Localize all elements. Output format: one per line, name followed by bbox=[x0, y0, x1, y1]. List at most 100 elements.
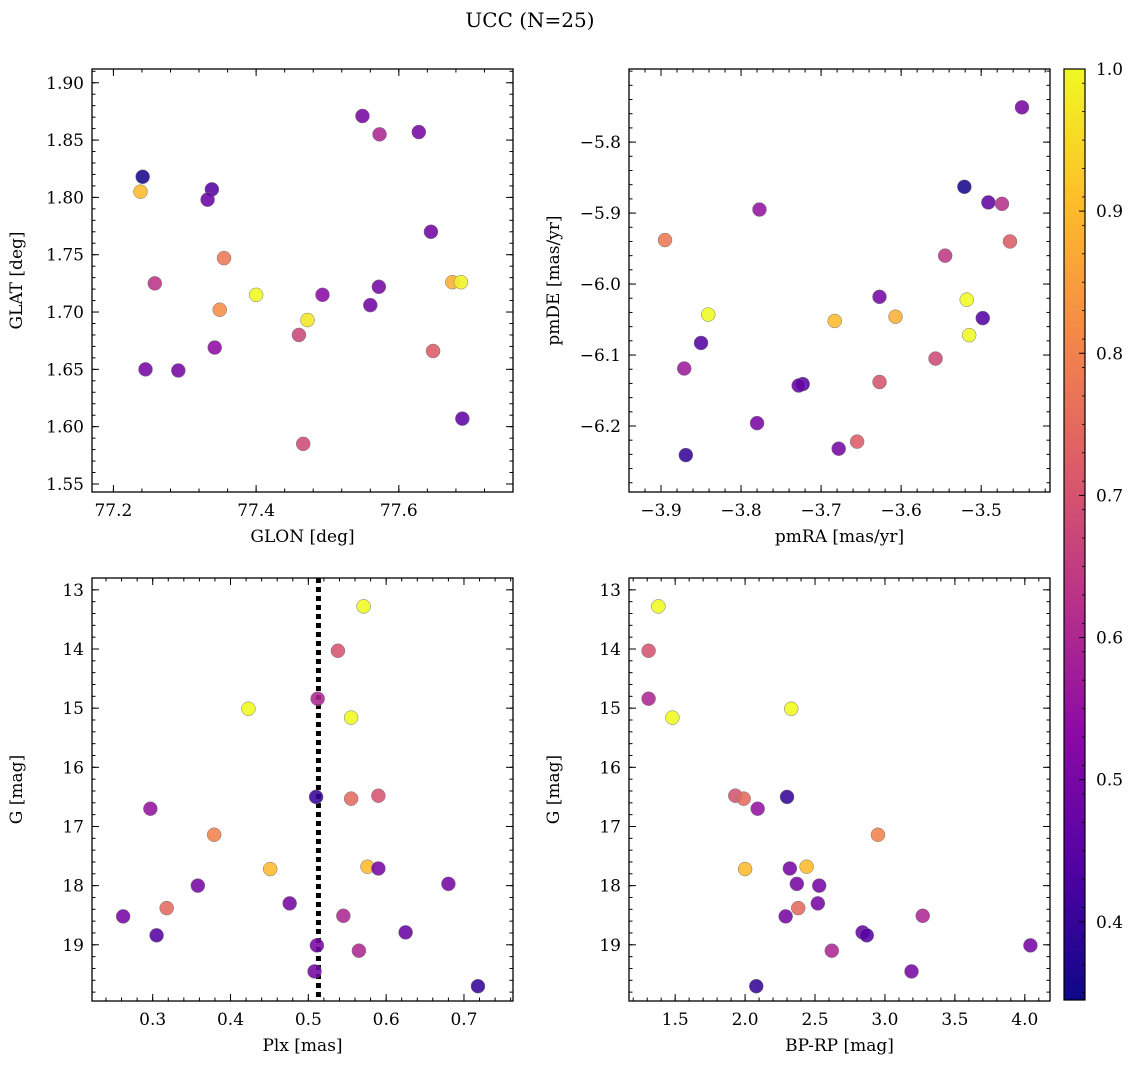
scatter-point bbox=[138, 362, 153, 377]
colorbar-tick-label: 0.8 bbox=[1096, 344, 1123, 364]
scatter-point bbox=[799, 859, 814, 874]
figure-title: UCC (N=25) bbox=[465, 8, 594, 32]
y-tick-label: −6.0 bbox=[580, 275, 621, 295]
y-tick-label: 17 bbox=[599, 817, 621, 837]
y-tick-label: 18 bbox=[62, 877, 84, 897]
scatter-point bbox=[849, 434, 865, 449]
scatter-points bbox=[115, 599, 486, 994]
y-tick-label: 1.65 bbox=[46, 360, 84, 380]
y-axis-label: G [mag] bbox=[7, 755, 27, 824]
ticks bbox=[629, 578, 1050, 1001]
y-tick-label: 1.90 bbox=[46, 74, 84, 94]
y-tick-label: 13 bbox=[62, 581, 84, 601]
x-tick-label: 77.6 bbox=[380, 501, 418, 521]
scatter-point bbox=[149, 928, 164, 943]
ticks bbox=[92, 69, 513, 492]
y-tick-label: 18 bbox=[599, 877, 621, 897]
colorbar-tick-label: 1.0 bbox=[1096, 60, 1123, 80]
y-tick-label: 17 bbox=[62, 817, 84, 837]
scatter-point bbox=[789, 876, 805, 892]
colorbar-tick-label: 0.9 bbox=[1096, 202, 1123, 222]
scatter-point bbox=[143, 801, 158, 816]
scatter-point bbox=[824, 943, 840, 958]
x-axis-label: BP-RP [mag] bbox=[785, 1036, 894, 1056]
x-tick-label: −3.7 bbox=[800, 501, 841, 521]
y-tick-label: 1.80 bbox=[46, 188, 84, 208]
x-tick-label: −3.9 bbox=[640, 501, 681, 521]
scatter-point bbox=[371, 788, 386, 803]
scatter-point bbox=[371, 279, 387, 295]
scatter-point bbox=[398, 925, 413, 940]
panel-bprp-g: 1.5 2.0 2.5 3.0 3.5 4.0 13 14 15 16 17 18 19 BP-RP [m… bbox=[544, 577, 1051, 1056]
scatter-point bbox=[994, 196, 1010, 212]
scatter-point bbox=[307, 964, 322, 979]
scatter-point bbox=[207, 340, 222, 355]
scatter-point bbox=[330, 643, 346, 659]
scatter-point bbox=[425, 343, 441, 359]
scatter-point bbox=[827, 313, 842, 329]
y-tick-label: 15 bbox=[599, 699, 621, 719]
scatter-point bbox=[355, 108, 370, 124]
colorbar-tick-label: 0.7 bbox=[1096, 486, 1123, 506]
scatter-point bbox=[135, 169, 150, 185]
x-tick-label: 0.5 bbox=[295, 1010, 322, 1030]
scatter-point bbox=[470, 978, 486, 994]
scatter-point bbox=[783, 701, 799, 716]
scatter-point bbox=[343, 791, 359, 806]
x-tick-label: 2.0 bbox=[732, 1010, 759, 1030]
y-tick-label: 19 bbox=[62, 936, 84, 956]
scatter-point bbox=[423, 224, 439, 240]
y-tick-label: 15 bbox=[62, 699, 84, 719]
scatter-point bbox=[811, 878, 827, 893]
scatter-point bbox=[171, 363, 186, 378]
scatter-point bbox=[455, 411, 470, 426]
x-tick-label: 3.0 bbox=[871, 1010, 898, 1030]
scatter-point bbox=[147, 276, 163, 291]
scatter-point bbox=[1002, 234, 1018, 249]
scatter-point bbox=[888, 309, 903, 324]
scatter-point bbox=[315, 287, 330, 303]
scatter-point bbox=[212, 302, 227, 317]
scatter-point bbox=[736, 791, 751, 806]
scatter-point bbox=[752, 202, 767, 217]
y-tick-label: −5.9 bbox=[580, 204, 621, 224]
scatter-point bbox=[937, 248, 953, 263]
x-tick-label: 0.4 bbox=[217, 1010, 244, 1030]
axes-frame bbox=[628, 577, 1051, 1002]
scatter-point bbox=[928, 351, 943, 366]
axes-frame bbox=[91, 577, 514, 1002]
y-tick-label: 16 bbox=[599, 758, 621, 778]
scatter-point bbox=[291, 327, 307, 343]
scatter-point bbox=[961, 327, 977, 343]
panel-pmra-pmde: −3.9 −3.8 −3.7 −3.6 −3.5 −6.2 −6.1 −6.0 −5.9 −5.8… bbox=[544, 68, 1051, 547]
ticks bbox=[92, 578, 513, 1001]
colorbar-gradient bbox=[1063, 68, 1086, 1001]
axes-frame bbox=[628, 68, 1051, 493]
scatter-points bbox=[657, 100, 1030, 463]
scatter-point bbox=[904, 964, 919, 979]
scatter-point bbox=[310, 691, 325, 706]
x-tick-label: 0.7 bbox=[450, 1010, 477, 1030]
y-tick-label: 1.75 bbox=[46, 246, 84, 266]
scatter-point bbox=[241, 701, 256, 716]
x-tick-label: 0.6 bbox=[373, 1010, 400, 1030]
scatter-point bbox=[336, 908, 351, 924]
scatter-point bbox=[678, 447, 694, 463]
scatter-points bbox=[133, 108, 470, 452]
y-tick-label: 1.70 bbox=[46, 303, 84, 323]
axes-frame bbox=[91, 68, 514, 493]
scatter-point bbox=[782, 861, 798, 876]
panel-plx-g: 0.3 0.4 0.5 0.6 0.7 13 14 15 16 17 18 19 Plx [mas] G … bbox=[7, 577, 514, 1056]
colorbar-tick-label: 0.6 bbox=[1096, 629, 1123, 649]
x-tick-label: 0.3 bbox=[139, 1010, 166, 1030]
scatter-point bbox=[676, 361, 692, 376]
scatter-point bbox=[651, 599, 666, 614]
y-tick-label: 14 bbox=[599, 640, 621, 660]
colorbar-tick-label: 0.4 bbox=[1096, 913, 1123, 933]
scatter-point bbox=[959, 292, 975, 307]
scatter-point bbox=[981, 195, 996, 210]
scatter-point bbox=[693, 335, 709, 351]
y-tick-label: 19 bbox=[599, 936, 621, 956]
scatter-point bbox=[309, 938, 325, 953]
